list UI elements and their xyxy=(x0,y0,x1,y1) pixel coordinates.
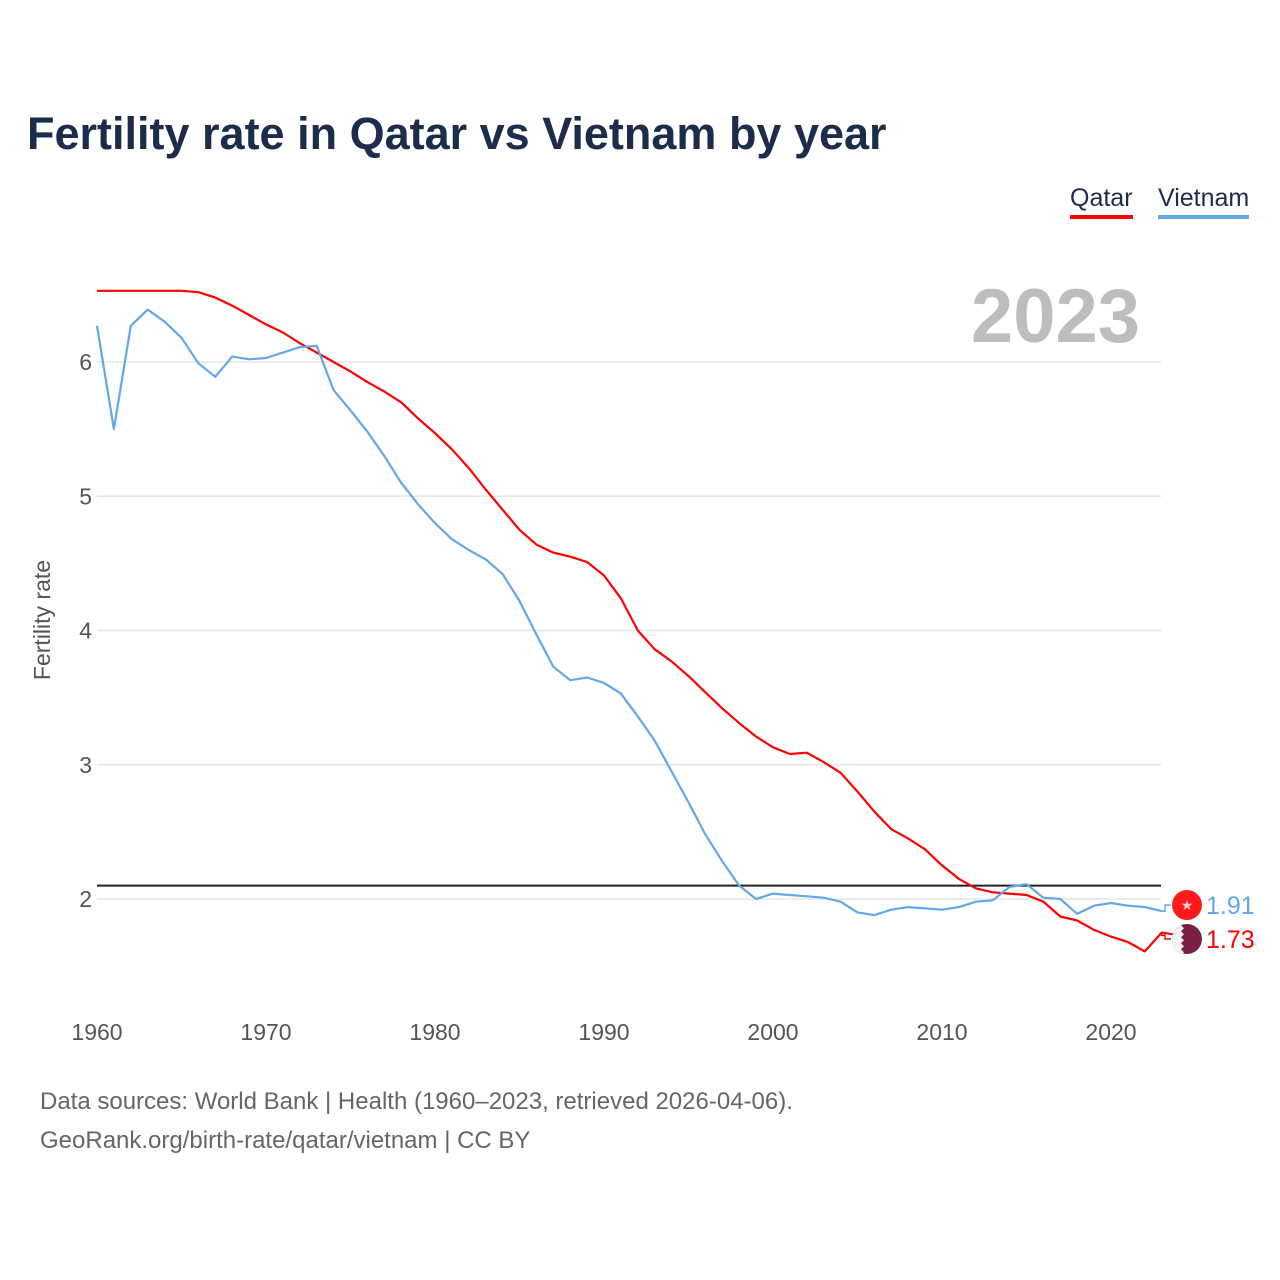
footer-sources: Data sources: World Bank | Health (1960–… xyxy=(40,1088,793,1115)
x-tick-label: 2020 xyxy=(1085,1019,1136,1045)
vietnam-flag-circle xyxy=(1172,890,1202,920)
x-tick-label: 2000 xyxy=(747,1019,798,1045)
qatar-flag-icon xyxy=(1172,924,1202,956)
vietnam-flag-icon: ★ xyxy=(1172,890,1202,920)
y-tick-label: 6 xyxy=(79,349,92,375)
chart-title: Fertility rate in Qatar vs Vietnam by ye… xyxy=(27,108,887,159)
x-tick-label: 1980 xyxy=(409,1019,460,1045)
current-year-label: 2023 xyxy=(971,274,1140,359)
x-tick-label: 1970 xyxy=(240,1019,291,1045)
end-value-label-vietnam: 1.91 xyxy=(1206,892,1255,920)
y-tick-label: 4 xyxy=(79,618,92,644)
star-icon: ★ xyxy=(1181,897,1194,913)
x-tick-label: 1990 xyxy=(578,1019,629,1045)
footer-url[interactable]: GeoRank.org/birth-rate/qatar/vietnam | C… xyxy=(40,1127,531,1154)
y-tick-label: 5 xyxy=(79,483,92,509)
y-tick-label: 2 xyxy=(79,886,92,912)
end-connector xyxy=(1161,904,1171,912)
y-tick-label: 3 xyxy=(79,752,92,778)
series-line-qatar xyxy=(97,289,1179,953)
x-tick-label: 1960 xyxy=(71,1019,122,1045)
end-value-label-qatar: 1.73 xyxy=(1206,926,1255,954)
legend-item-vietnam[interactable]: Vietnam xyxy=(1158,184,1250,219)
series-line-vietnam xyxy=(95,308,1162,917)
x-tick-label: 2010 xyxy=(916,1019,967,1045)
y-axis-label: Fertility rate xyxy=(29,560,55,680)
legend-item-qatar[interactable]: Qatar xyxy=(1070,184,1133,219)
qatar-flag-serration xyxy=(1172,925,1184,956)
end-connector xyxy=(1161,934,1171,940)
